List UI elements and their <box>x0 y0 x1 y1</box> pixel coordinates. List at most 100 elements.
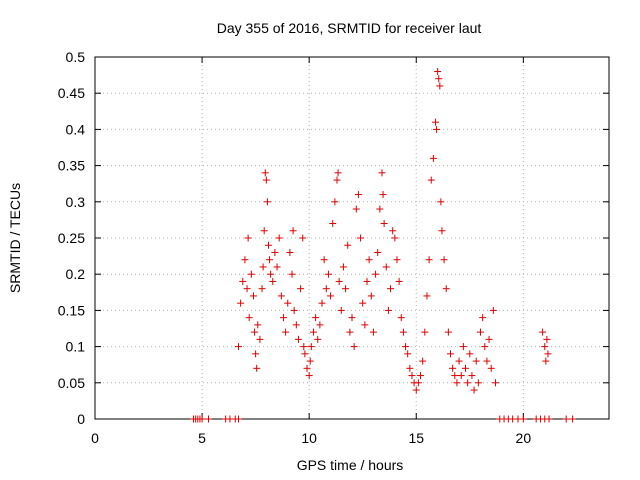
data-point <box>421 328 429 336</box>
y-tick-label: 0.45 <box>58 85 85 101</box>
data-point <box>279 314 287 322</box>
data-point <box>258 285 266 293</box>
data-point <box>339 263 347 271</box>
data-point <box>423 292 431 300</box>
data-point <box>474 379 482 387</box>
data-point <box>292 321 300 329</box>
y-tick-label: 0.3 <box>66 194 86 210</box>
x-axis-label: GPS time / hours <box>297 457 404 473</box>
data-point <box>442 285 450 293</box>
data-point <box>363 277 371 285</box>
data-point <box>309 328 317 336</box>
data-point <box>374 248 382 256</box>
data-point <box>361 321 369 329</box>
data-point <box>329 220 337 228</box>
data-point <box>459 343 467 351</box>
data-point <box>406 364 414 372</box>
data-point <box>288 270 296 278</box>
data-point <box>271 248 279 256</box>
chart-title: Day 355 of 2016, SRMTID for receiver lau… <box>217 20 482 36</box>
data-point <box>282 328 290 336</box>
data-point <box>402 343 410 351</box>
data-point <box>427 176 435 184</box>
data-point <box>266 256 274 264</box>
data-point <box>256 335 264 343</box>
data-point <box>359 299 367 307</box>
x-tick-label: 15 <box>408 430 424 446</box>
data-point <box>331 198 339 206</box>
data-point <box>284 299 292 307</box>
data-point <box>324 270 332 278</box>
data-point <box>334 169 342 177</box>
data-point <box>481 343 489 351</box>
data-point <box>254 321 262 329</box>
data-point <box>545 415 553 423</box>
y-tick-label: 0.2 <box>66 266 86 282</box>
data-point <box>354 191 362 199</box>
data-point <box>455 357 463 365</box>
data-point <box>397 314 405 322</box>
data-point <box>437 198 445 206</box>
data-point <box>380 220 388 228</box>
data-point <box>382 263 390 271</box>
data-point <box>318 299 326 307</box>
data-point <box>438 227 446 235</box>
data-point <box>307 343 315 351</box>
data-point <box>286 248 294 256</box>
data-point <box>468 372 476 380</box>
data-point <box>251 328 259 336</box>
data-point <box>462 364 470 372</box>
data-point <box>259 263 267 271</box>
data-point <box>301 350 309 358</box>
data-point <box>432 118 440 126</box>
data-point <box>327 292 335 300</box>
data-point <box>316 321 324 329</box>
data-point <box>312 314 320 322</box>
data-point <box>365 256 373 264</box>
data-point <box>453 379 461 387</box>
data-point <box>234 415 242 423</box>
data-point <box>449 364 457 372</box>
data-point <box>357 234 365 242</box>
x-tick-label: 0 <box>91 430 99 446</box>
data-point <box>348 314 356 322</box>
data-point <box>244 234 252 242</box>
data-point <box>372 270 380 278</box>
data-point <box>457 372 465 380</box>
data-point <box>267 270 275 278</box>
data-point <box>541 343 549 351</box>
grid-lines <box>95 57 609 419</box>
y-tick-label: 0 <box>77 411 85 427</box>
y-tick-label: 0.35 <box>58 158 85 174</box>
data-point <box>444 328 452 336</box>
data-point <box>234 343 242 351</box>
data-point <box>544 350 552 358</box>
data-point <box>464 379 472 387</box>
data-point <box>249 292 257 300</box>
data-point <box>252 350 260 358</box>
data-point <box>393 256 401 264</box>
data-point <box>269 277 277 285</box>
data-point <box>447 350 455 358</box>
data-point <box>322 285 330 293</box>
data-point <box>289 227 297 235</box>
data-point <box>241 256 249 264</box>
data-point <box>205 415 213 423</box>
data-point <box>376 205 384 213</box>
data-point <box>247 270 255 278</box>
data-point <box>419 357 427 365</box>
x-tick-label: 10 <box>301 430 317 446</box>
y-tick-label: 0.05 <box>58 375 85 391</box>
data-point <box>487 364 495 372</box>
data-point <box>569 415 577 423</box>
data-point <box>260 227 268 235</box>
data-point <box>489 306 497 314</box>
data-point <box>429 154 437 162</box>
data-point <box>451 372 459 380</box>
data-point <box>378 169 386 177</box>
data-point <box>198 415 206 423</box>
data-point <box>483 357 491 365</box>
data-point <box>369 328 377 336</box>
data-point <box>335 277 343 285</box>
